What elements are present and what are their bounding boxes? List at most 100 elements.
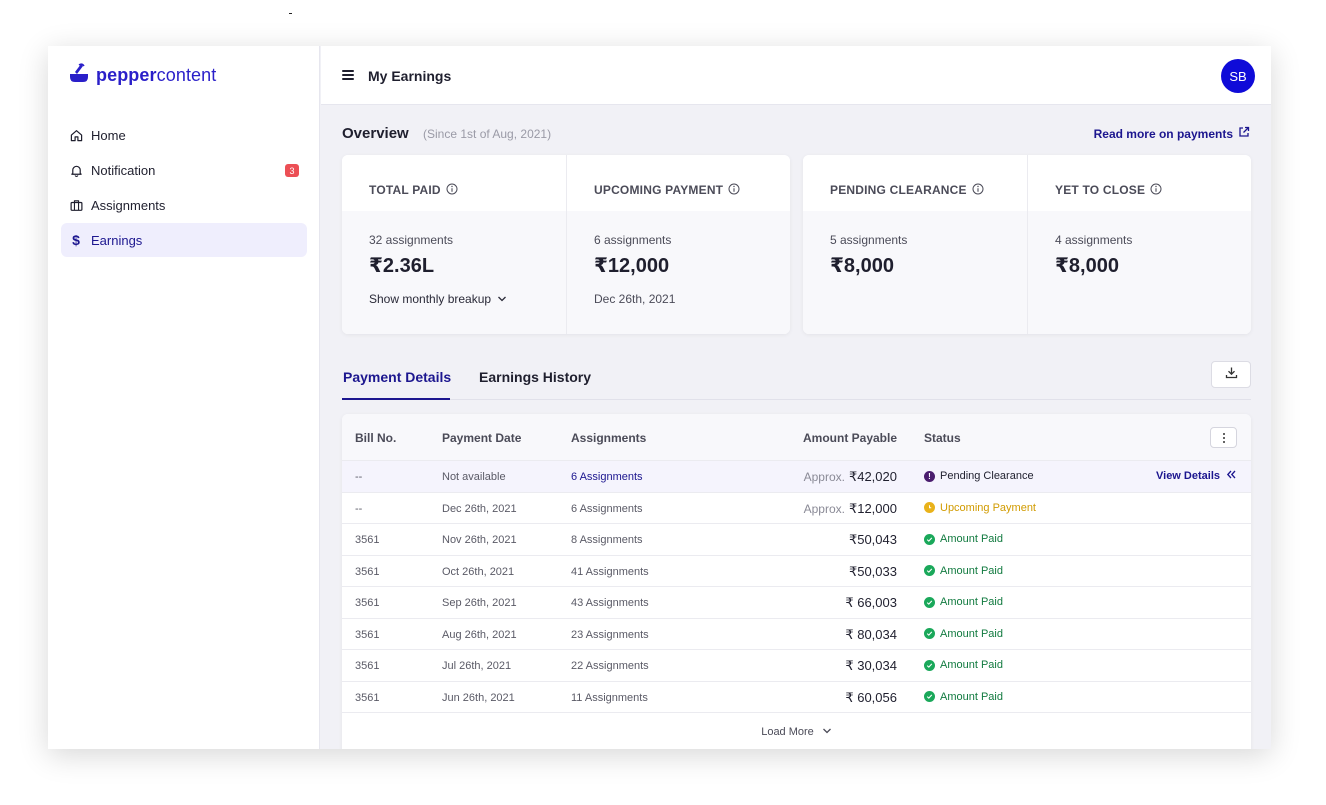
tab-payment-details[interactable]: Payment Details <box>343 369 452 385</box>
overview-title: Overview <box>342 125 409 142</box>
check-status-icon <box>924 659 935 671</box>
brand-logo[interactable]: peppercontent <box>68 62 216 89</box>
status-badge: ! Pending Clearance <box>924 470 1034 482</box>
info-icon[interactable] <box>728 183 740 198</box>
yet-to-close-label: YET TO CLOSE <box>1055 183 1146 197</box>
check-status-icon <box>924 596 935 608</box>
table-row[interactable]: 3561 Jul 26th, 2021 22 Assignments ₹ 30,… <box>342 650 1251 682</box>
status-badge: Amount Paid <box>924 596 1003 608</box>
check-status-icon <box>924 628 935 639</box>
pending-clearance-count: 5 assignments <box>830 233 908 247</box>
more-options-button[interactable] <box>1210 427 1237 448</box>
sidebar-item-label: Earnings <box>91 232 143 248</box>
assignments-link[interactable]: 6 Assignments <box>571 471 643 483</box>
hamburger-menu-icon[interactable] <box>342 70 354 80</box>
bill-no: -- <box>355 502 363 515</box>
status-label: Amount Paid <box>940 596 1003 608</box>
column-payment-date: Payment Date <box>442 431 522 445</box>
amount-payable: Approx. ₹12,000 <box>804 501 897 517</box>
sidebar-nav: Home Notification 3 Assignments $ Earnin… <box>61 118 307 258</box>
total-paid-count: 32 assignments <box>369 233 454 247</box>
amount-value: ₹42,020 <box>848 469 897 484</box>
sidebar-item-notification[interactable]: Notification 3 <box>61 153 307 187</box>
payment-date: Not available <box>442 471 506 483</box>
dollar-icon: $ <box>72 232 80 248</box>
status-badge: Amount Paid <box>924 628 1003 640</box>
pending-clearance-label: PENDING CLEARANCE <box>830 183 967 197</box>
load-more-label: Load More <box>761 726 814 738</box>
status-label: Pending Clearance <box>940 470 1034 482</box>
bill-no: 3561 <box>355 534 380 546</box>
status-badge: Amount Paid <box>924 565 1003 577</box>
approx-label: Approx. <box>803 470 845 484</box>
assignments-count: 41 Assignments <box>571 565 649 578</box>
status-label: Amount Paid <box>940 564 1003 577</box>
status-label: Amount Paid <box>940 659 1003 671</box>
payment-date: Nov 26th, 2021 <box>442 534 517 546</box>
assignments-count: 43 Assignments <box>571 597 649 609</box>
table-row[interactable]: 3561 Oct 26th, 2021 41 Assignments ₹50,0… <box>342 556 1251 587</box>
summary-card-pending-close: PENDING CLEARANCE 5 assignments ₹8,000 Y… <box>803 155 1251 334</box>
table-row[interactable]: -- Dec 26th, 2021 6 Assignments Approx. ₹… <box>342 493 1251 524</box>
info-icon[interactable] <box>446 183 458 198</box>
top-tick <box>289 13 292 14</box>
chevrons-left-icon <box>1226 470 1236 482</box>
table-row[interactable]: 3561 Aug 26th, 2021 23 Assignments ₹ 80,… <box>342 619 1251 650</box>
download-button[interactable] <box>1211 361 1251 388</box>
sidebar-item-label: Notification <box>91 162 156 178</box>
show-monthly-breakup-toggle[interactable]: Show monthly breakup <box>369 292 566 306</box>
payment-date: Jul 26th, 2021 <box>442 660 512 672</box>
view-details-link[interactable]: View Details <box>1156 470 1236 482</box>
info-icon[interactable] <box>972 183 984 198</box>
sidebar-item-assignments[interactable]: Assignments <box>61 188 307 222</box>
status-badge: Amount Paid <box>924 659 1003 671</box>
sidebar-item-home[interactable]: Home <box>61 118 307 152</box>
load-more-button[interactable]: Load More <box>342 726 1251 738</box>
monthly-breakup-label: Show monthly breakup <box>369 292 492 306</box>
bill-no: 3561 <box>355 660 380 672</box>
sidebar-item-earnings[interactable]: $ Earnings <box>61 223 307 257</box>
sidebar-item-label: Assignments <box>91 197 166 213</box>
status-label: Amount Paid <box>940 627 1003 640</box>
briefcase-icon <box>69 198 83 212</box>
table-row[interactable]: -- Not available 6 Assignments Approx. ₹4… <box>342 461 1251 493</box>
amount-value: ₹12,000 <box>848 500 897 516</box>
amount-payable: ₹ 30,034 <box>845 658 897 673</box>
assignments-count: 11 Assignments <box>571 691 648 704</box>
home-icon <box>69 128 83 142</box>
payment-date: Aug 26th, 2021 <box>442 628 517 641</box>
payment-date: Jun 26th, 2021 <box>442 691 515 704</box>
notification-badge: 3 <box>285 164 299 177</box>
bill-no: -- <box>355 471 363 483</box>
tab-earnings-history[interactable]: Earnings History <box>479 369 592 385</box>
info-icon[interactable] <box>1150 183 1162 198</box>
read-more-label: Read more on payments <box>1093 126 1233 141</box>
amount-payable: ₹ 60,056 <box>845 689 897 705</box>
pending-clearance-section: PENDING CLEARANCE 5 assignments ₹8,000 <box>803 155 1027 334</box>
overview-subtitle: (Since 1st of Aug, 2021) <box>423 127 552 141</box>
bill-no: 3561 <box>355 628 380 641</box>
yet-to-close-section: YET TO CLOSE 4 assignments ₹8,000 <box>1027 155 1251 334</box>
column-status: Status <box>924 431 961 445</box>
column-bill-no: Bill No. <box>355 431 397 445</box>
brand-name: peppercontent <box>96 65 217 85</box>
bill-no: 3561 <box>355 691 380 704</box>
sidebar: peppercontent Home Notification 3 A <box>48 46 320 749</box>
top-header: My Earnings SB <box>321 46 1271 105</box>
yet-to-close-amount: ₹8,000 <box>1055 255 1119 277</box>
upcoming-payment-label: UPCOMING PAYMENT <box>594 183 724 197</box>
table-header: Bill No. Payment Date Assignments Amount… <box>342 414 1251 461</box>
upcoming-payment-date: Dec 26th, 2021 <box>594 292 676 306</box>
read-more-payments-link[interactable]: Read more on payments <box>1094 126 1250 141</box>
table-row[interactable]: 3561 Jun 26th, 2021 11 Assignments ₹ 60,… <box>342 682 1251 713</box>
clock-status-icon <box>924 502 935 513</box>
pending-status-icon: ! <box>924 470 935 482</box>
table-row[interactable]: 3561 Nov 26th, 2021 8 Assignments ₹50,04… <box>342 524 1251 556</box>
status-label: Amount Paid <box>940 690 1003 703</box>
avatar[interactable]: SB <box>1221 59 1255 93</box>
status-badge: Upcoming Payment <box>924 502 1036 514</box>
table-row[interactable]: 3561 Sep 26th, 2021 43 Assignments ₹ 66,… <box>342 587 1251 619</box>
yet-to-close-count: 4 assignments <box>1055 233 1133 247</box>
download-icon <box>1225 366 1238 384</box>
sidebar-item-label: Home <box>91 127 126 143</box>
